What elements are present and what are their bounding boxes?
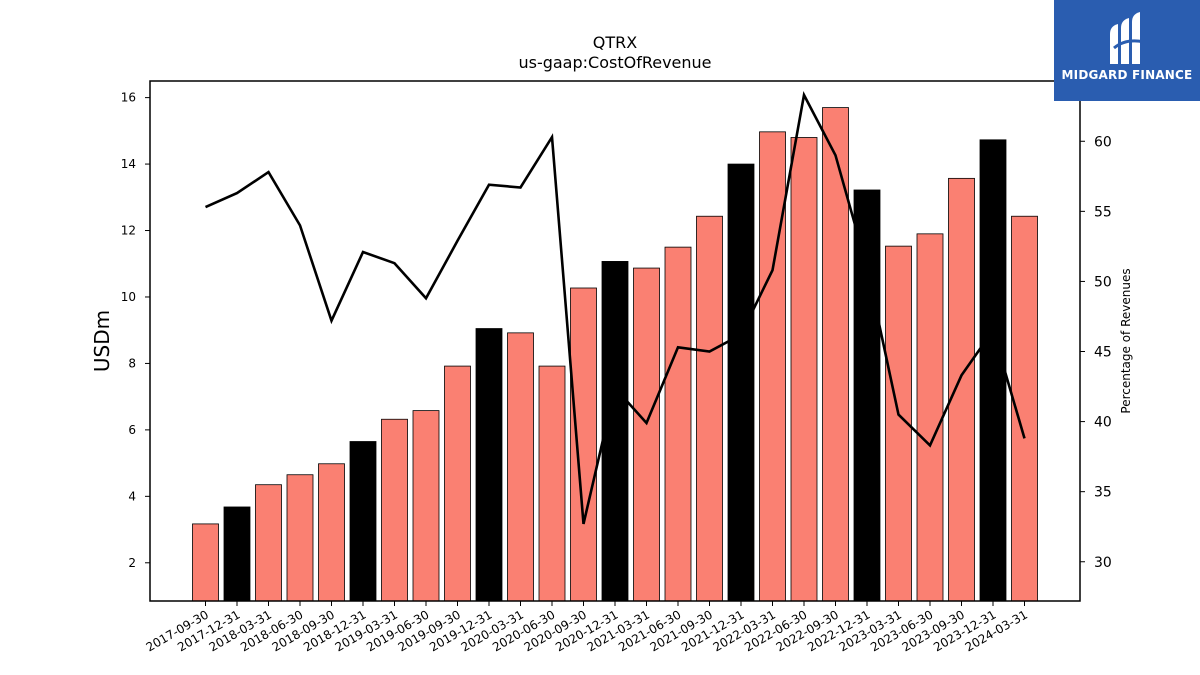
bar-2021-03-31	[633, 267, 660, 602]
bar-2022-03-31	[759, 131, 786, 602]
line-series	[204, 91, 1026, 525]
x-axis: 2017-09-302017-12-312018-03-312018-06-30…	[144, 601, 1030, 654]
brand-logo: MIDGARD FINANCE	[1054, 0, 1200, 101]
bar-2023-06-30	[916, 233, 944, 602]
y-tick-label: 14	[121, 157, 136, 171]
chart-subtitle: us-gaap:CostOfRevenue	[518, 53, 711, 72]
bar-2018-09-30	[318, 463, 345, 602]
y2-tick-label: 55	[1094, 204, 1112, 220]
bar-2021-09-30	[696, 215, 723, 602]
y2-axis-label: Percentage of Revenues	[1119, 268, 1133, 413]
bar-2019-06-30	[412, 410, 440, 602]
y-tick-label: 8	[128, 356, 136, 370]
y-tick-label: 12	[121, 224, 136, 238]
y-tick-label: 16	[121, 91, 136, 105]
bar-2017-09-30	[192, 523, 219, 602]
bar-2020-03-31	[507, 332, 534, 602]
bar-2017-12-31	[223, 506, 251, 602]
y2-tick-label: 35	[1094, 485, 1112, 501]
y2-tick-label: 60	[1094, 134, 1112, 150]
bar-2023-12-31	[979, 139, 1007, 602]
percentage-line	[204, 91, 1026, 525]
y-tick-label: 10	[121, 290, 136, 304]
y-tick-label: 4	[128, 489, 136, 503]
bar-2020-06-30	[538, 365, 566, 602]
bar-2021-12-31	[727, 163, 755, 602]
chart-title: QTRX	[593, 33, 637, 52]
bar-2019-03-31	[381, 418, 408, 602]
y-tick-label: 6	[128, 423, 136, 437]
bar-2018-12-31	[349, 441, 377, 602]
bar-series	[192, 107, 1038, 602]
y-axis-right: 30 35 40 45 50 55 60	[1080, 134, 1112, 571]
y2-tick-label: 30	[1094, 555, 1112, 571]
bar-2019-12-31	[475, 328, 503, 602]
y-axis-label: USDm	[90, 310, 114, 372]
midgard-logo-icon	[1110, 12, 1145, 64]
y2-tick-label: 50	[1094, 274, 1112, 290]
bar-2020-12-31	[601, 261, 629, 602]
bar-2021-06-30	[664, 246, 692, 602]
bar-2020-09-30	[570, 287, 597, 602]
y2-tick-label: 40	[1094, 415, 1112, 431]
bar-2022-09-30	[822, 107, 849, 602]
bar-2022-06-30	[790, 137, 818, 602]
bar-2018-06-30	[286, 474, 314, 602]
y-axis-left: 2 4 6 8 10 12 14 16	[121, 91, 150, 570]
chart-titles: QTRX us-gaap:CostOfRevenue	[518, 33, 711, 72]
brand-name: MIDGARD FINANCE	[1061, 68, 1193, 82]
bar-2023-09-30	[948, 177, 975, 602]
bar-2022-12-31	[853, 189, 881, 602]
bar-2018-03-31	[255, 484, 282, 602]
y2-tick-label: 45	[1094, 345, 1112, 361]
y-tick-label: 2	[128, 556, 136, 570]
bar-2019-09-30	[444, 365, 471, 602]
